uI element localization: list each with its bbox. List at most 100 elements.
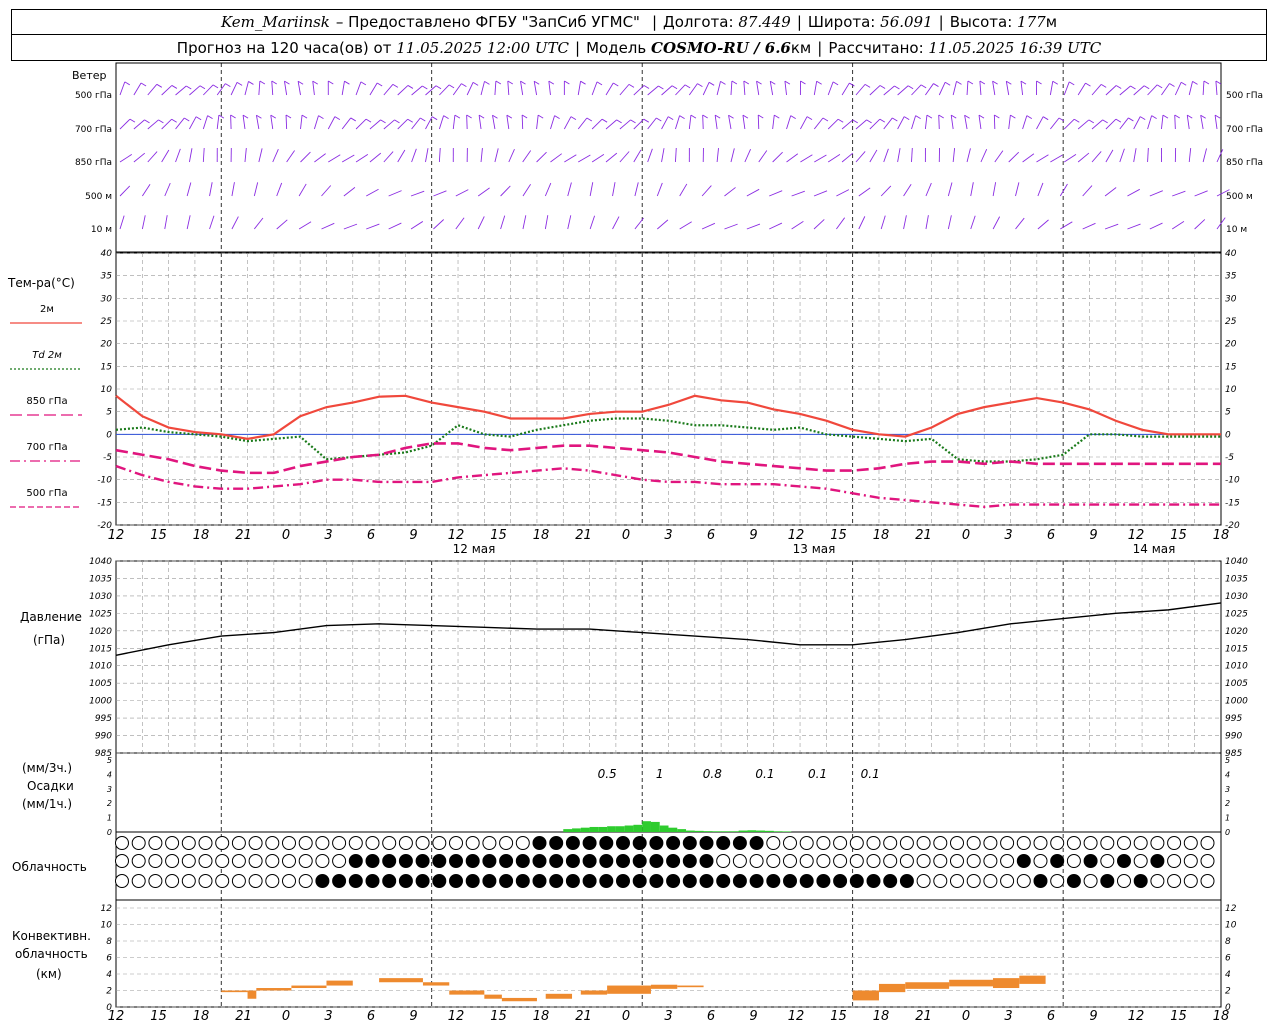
wind-barb [855,151,866,163]
wind-barb-feather [507,80,514,85]
wind-barb [661,85,673,96]
wind-barb [271,81,274,96]
cloud-symbol [933,874,948,888]
cloud-symbol [181,854,196,868]
wind-barb-feather [495,80,502,85]
wind-barb [202,147,205,163]
wind-barb [1105,149,1114,163]
wind-barb [1174,82,1182,96]
cloud-symbol [231,874,246,888]
wind-barb [605,119,617,130]
temp-tick-right: -5 [1225,453,1234,463]
hour-label-top: 15 [150,528,167,543]
wind-barb [383,119,395,130]
wind-barb-feather [684,84,691,89]
wind-barb-feather [184,117,190,122]
conv-tick-right: 12 [1225,904,1237,914]
wind-barb-feather [225,83,231,88]
legend-label: 2м [40,304,54,315]
wind-barb [297,81,301,96]
hour-label-bottom: 15 [830,1009,847,1024]
wind-barb [675,84,686,96]
legend-label: 700 гПа [26,442,67,453]
wind-barb [1147,115,1153,130]
cloud-symbol [1117,836,1131,850]
convective-bar [247,990,257,999]
cloud-symbol [315,854,330,868]
cloud-symbol [1050,836,1065,850]
wind-barb [425,148,429,163]
cloud-symbol [716,836,731,850]
wind-barb [425,116,433,130]
cloud-symbol [1150,836,1165,850]
cloud-symbol [565,874,580,888]
cloud-symbol [732,836,747,850]
wind-barb [536,151,547,163]
wind-barb [947,215,952,230]
temp-tick-left: 25 [101,317,113,327]
cloud-symbol [1133,854,1148,868]
cloud-symbol [432,854,447,868]
temp-tick-right: 20 [1225,340,1237,350]
wind-barb [1022,153,1035,163]
wind-barb-feather [376,82,383,87]
cloud-symbol [799,854,814,868]
wind-barb [189,85,201,96]
cloud-symbol [950,854,964,868]
wind-barb-feather [318,115,324,119]
hour-label-bottom: 21 [915,1009,932,1024]
wind-barb [724,187,736,197]
cloud-symbol [1033,874,1048,888]
convective-bar [992,978,1020,989]
hour-label-bottom: 21 [235,1009,252,1024]
wind-barb [714,115,718,130]
precip-unit-bottom: (мм/1ч.) [22,797,72,811]
temp-tick-right: 10 [1225,385,1237,395]
cloud-symbol [632,874,647,888]
cloud-symbol [432,836,447,850]
wind-barb [1188,148,1192,163]
wind-barb-feather [171,85,178,89]
wind-barb [1188,81,1193,96]
wind-barb-feather [158,119,164,124]
wind-barb-feather [992,80,998,85]
lon-value: 87.449 [738,13,791,31]
wind-barb [1202,148,1207,163]
wind-barb-feather [171,118,177,123]
wind-barb [477,216,485,230]
pressure-unit: (гПа) [33,633,65,647]
wind-barb-feather [365,118,372,123]
cloud-symbol [198,854,213,868]
hour-label-bottom: 9 [749,1009,757,1024]
wind-barb [634,182,639,197]
press-tick-right: 985 [1225,749,1242,759]
cloud-symbol [749,854,764,868]
wind-barb-feather [1214,114,1221,119]
header-row-1: Kem_Mariinsk – Предоставлено ФГБУ "ЗапСи… [11,9,1267,35]
wind-barb [855,84,866,96]
wind-barb [1077,152,1090,163]
wind-barb [410,221,424,230]
wind-barb [978,115,982,130]
wind-barb [242,115,246,130]
precip-tick-left: 0 [107,828,112,837]
convective-bar [256,988,292,991]
wind-barb [161,118,172,130]
precip-bar [563,829,573,832]
wind-barb [769,222,783,230]
precip-bar [642,821,651,832]
wind-barb [605,152,618,163]
wind-barb [1022,115,1028,130]
cloud-symbol [599,854,614,868]
wind-barb-feather [1115,85,1122,89]
wind-barb-feather [271,80,277,85]
wind-barb [466,82,474,96]
wind-barb-feather [1156,84,1163,89]
press-tick-left: 1035 [89,574,112,584]
wind-barb [244,81,249,96]
hour-label-bottom: 6 [1047,1009,1055,1024]
wind-barb [911,84,922,96]
wind-barb [567,215,572,230]
precip-total: 0.1 [861,767,880,781]
wind-barb-feather [1088,119,1095,124]
